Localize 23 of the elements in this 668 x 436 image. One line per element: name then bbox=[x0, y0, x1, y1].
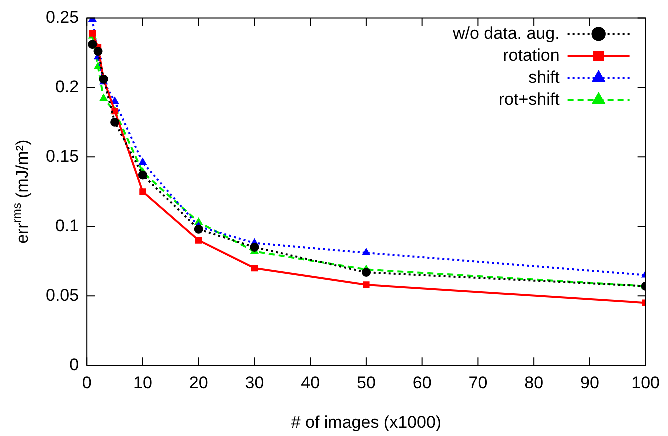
legend-label: w/o data. aug. bbox=[452, 24, 560, 43]
x-tick-label: 40 bbox=[301, 373, 320, 392]
x-axis-title: # of images (x1000) bbox=[291, 413, 442, 432]
x-tick-label: 80 bbox=[524, 373, 544, 392]
x-tick-label: 20 bbox=[189, 373, 208, 392]
x-tick-label: 90 bbox=[580, 373, 600, 392]
legend-label: rotation bbox=[503, 46, 560, 65]
x-tick-label: 0 bbox=[82, 373, 92, 392]
x-tick-label: 70 bbox=[468, 373, 488, 392]
x-tick-label: 30 bbox=[245, 373, 264, 392]
y-tick-label: 0.1 bbox=[55, 216, 80, 236]
y-tick-label: 0.2 bbox=[55, 77, 80, 96]
y-tick-label: 0.05 bbox=[46, 286, 80, 305]
x-tick-label: 100 bbox=[632, 373, 660, 392]
legend-label: shift bbox=[528, 68, 560, 87]
y-tick-label: 0.25 bbox=[46, 8, 80, 27]
y-tick-label: 0 bbox=[70, 355, 80, 374]
x-tick-label: 60 bbox=[412, 373, 432, 392]
legend-label: rot+shift bbox=[498, 90, 560, 109]
y-axis-title: errrms (mJ/m²) bbox=[10, 140, 32, 244]
x-tick-label: 50 bbox=[356, 373, 376, 392]
x-tick-label: 10 bbox=[134, 373, 152, 392]
y-tick-label: 0.15 bbox=[46, 146, 80, 166]
